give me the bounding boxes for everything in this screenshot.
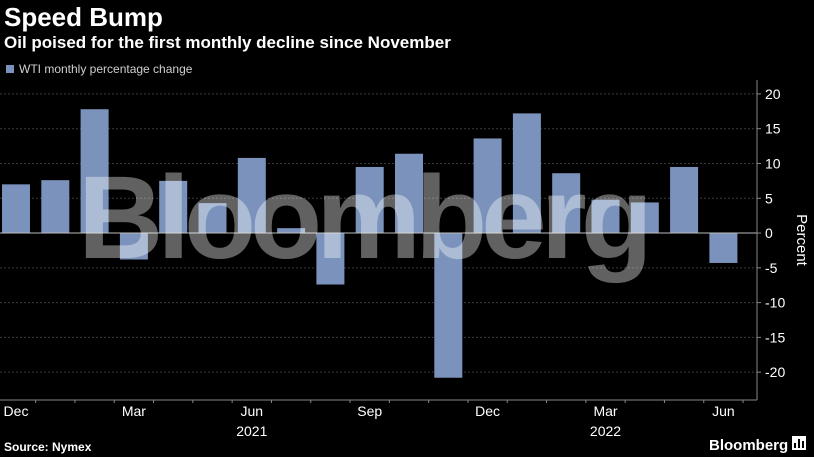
y-tick-label: -20: [765, 364, 785, 380]
y-tick-label: 20: [765, 86, 781, 102]
bar: [237, 157, 266, 234]
bar: [395, 153, 423, 234]
y-tick-label: -10: [765, 295, 785, 311]
y-tick-label: -5: [765, 260, 778, 276]
bar: [316, 233, 345, 285]
y-tick-label: 15: [765, 121, 781, 137]
bar: [630, 202, 659, 234]
bar: [552, 173, 581, 234]
y-tick-label: 5: [765, 190, 773, 206]
y-tick-label: 10: [765, 155, 781, 171]
x-tick-label: Dec: [475, 403, 500, 419]
x-year-label: 2021: [236, 423, 267, 439]
x-year-label: 2022: [590, 423, 621, 439]
bar: [355, 166, 384, 234]
chart-title: Speed Bump: [4, 2, 163, 32]
bar-chart-icon: [792, 436, 807, 454]
x-tick-label: Jun: [241, 403, 264, 419]
bar: [670, 166, 699, 234]
x-tick-label: Mar: [122, 403, 146, 419]
legend: WTI monthly percentage change: [6, 62, 192, 76]
bar: [80, 109, 109, 234]
bar: [277, 228, 306, 234]
bar: [41, 180, 70, 234]
x-tick-label: Mar: [593, 403, 617, 419]
bar: [473, 138, 502, 234]
bar: [159, 180, 188, 234]
bar: [591, 199, 620, 234]
bar: [2, 184, 30, 234]
legend-swatch: [6, 65, 14, 73]
y-tick-label: -15: [765, 329, 785, 345]
bar: [198, 203, 227, 234]
brand-logo: Bloomberg: [709, 436, 807, 454]
chart-subtitle: Oil poised for the first monthly decline…: [4, 33, 451, 52]
x-tick-label: Jun: [712, 403, 735, 419]
bar: [709, 233, 738, 263]
bar: [434, 233, 463, 378]
x-tick-label: Dec: [4, 403, 29, 419]
x-tick-label: Sep: [357, 403, 382, 419]
bar: [119, 233, 148, 260]
y-tick-label: 0: [765, 225, 773, 241]
source-note: Source: Nymex: [4, 440, 92, 454]
brand-name: Bloomberg: [709, 436, 789, 454]
bar: [512, 113, 541, 234]
y-axis-label: Percent: [793, 214, 810, 267]
legend-label: WTI monthly percentage change: [19, 62, 193, 76]
